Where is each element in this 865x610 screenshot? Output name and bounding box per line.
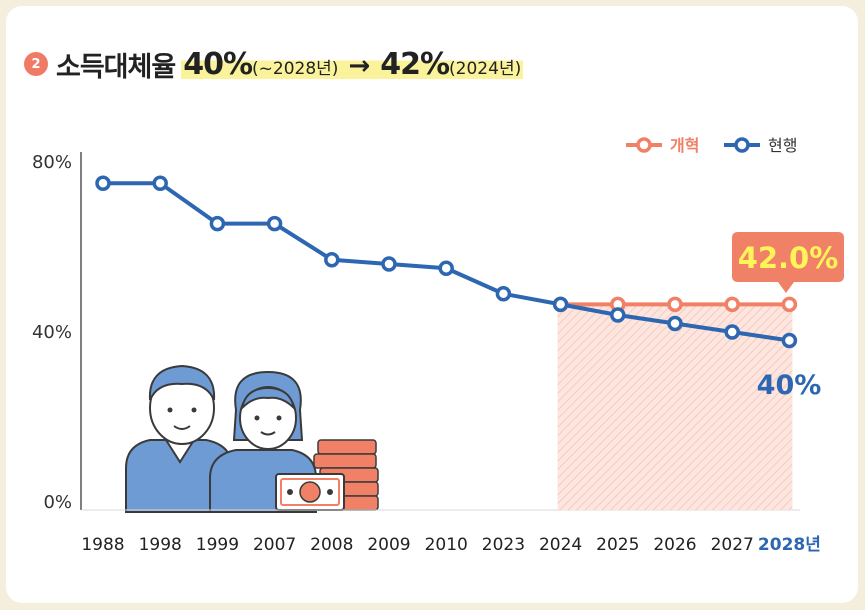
data-point [266,215,283,232]
x-tick-label: 2025 [596,535,639,555]
y-tick-label: 0% [43,492,72,513]
x-tick-label: 2010 [425,535,468,555]
value-from: 40% [183,46,253,82]
value-from-note: (~2028년) [252,58,339,79]
value-to-note: (2024년) [449,58,522,79]
data-point [667,315,683,332]
data-point [724,324,740,340]
legend-marker-reform [636,137,652,153]
data-point [781,296,798,313]
x-tick-label: 2027 [711,535,754,555]
data-point [724,296,740,313]
reform-callout-label: 42.0% [738,241,839,275]
x-tick-label: 1999 [196,535,239,555]
value-to: 42% [380,46,450,82]
x-tick-label: 1988 [81,535,124,555]
chart-header: 2 소득대체율 40% (~2028년) → 42% (2024년) [24,44,524,84]
x-tick-label: 2024 [539,535,582,555]
data-point [381,256,397,272]
x-tick-label: 2009 [367,535,410,555]
x-tick-label: 2026 [653,535,696,555]
data-point [95,175,111,191]
banknote-icon [275,473,345,511]
x-tick-label: 2007 [253,535,296,555]
chart-title: 소득대체율 [56,51,176,83]
x-tick-label: 2023 [482,535,525,555]
reform-callout-bubble [732,232,844,293]
current-end-label: 40% [757,370,822,401]
number-badge: 2 [24,52,48,76]
data-point [610,307,626,323]
people-illustration [125,364,379,513]
projection-area [557,304,793,510]
x-tick-label: 2008 [310,535,353,555]
data-point [781,332,798,349]
data-point [552,296,569,313]
legend-marker-current [734,137,750,153]
arrow-icon: → [348,50,371,81]
data-point [667,296,683,313]
data-point [324,252,340,268]
legend-label-current: 현행 [768,136,797,155]
x-tick-label: 1998 [139,535,182,555]
data-point [209,215,226,232]
y-tick-label: 80% [32,152,72,173]
title-highlight: 40% (~2028년) → 42% (2024년) [181,46,524,82]
legend-label-reform: 개혁 [670,136,699,155]
x-tick-label: 2028년 [758,535,821,555]
data-point [438,260,454,276]
data-point [495,286,512,302]
data-point [152,175,168,191]
y-tick-label: 40% [32,322,72,343]
